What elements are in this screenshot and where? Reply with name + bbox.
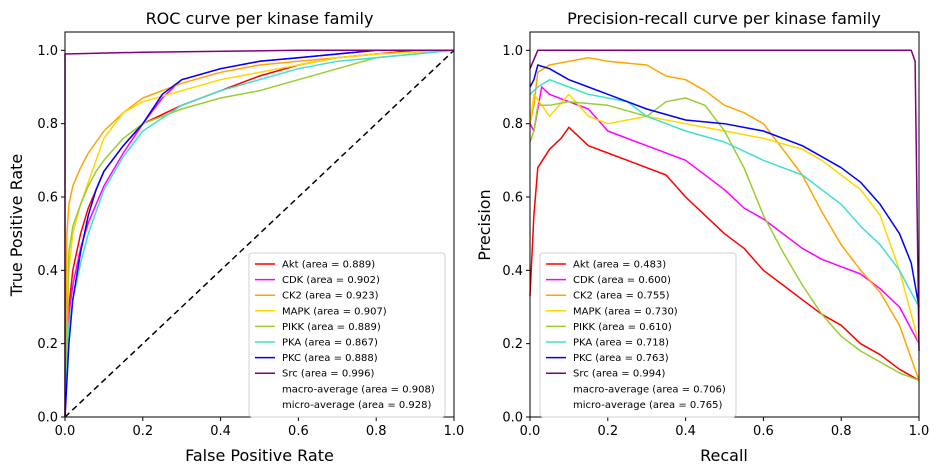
legend-label-pikk: PIKK (area = 0.610) <box>573 322 672 333</box>
series-line-src <box>529 49 920 352</box>
legend-label-ck2: CK2 (area = 0.923) <box>282 291 379 302</box>
y-tick-label: 0.6 <box>37 191 58 206</box>
series-line-cdk <box>529 86 920 345</box>
x-tick-label: 0.0 <box>520 424 541 439</box>
y-tick-label: 0.4 <box>37 264 58 279</box>
legend-label-pikk: PIKK (area = 0.889) <box>282 322 381 333</box>
chance-line <box>64 49 455 418</box>
x-tick-label: 0.2 <box>597 424 618 439</box>
y-tick-label: 0.2 <box>37 337 58 352</box>
roc-legend: Akt (area = 0.889) CDK (area = 0.902) CK2 … <box>248 252 446 418</box>
legend-box <box>248 252 446 418</box>
legend-label-src: Src (area = 0.994) <box>573 369 665 380</box>
legend-label-pkc: PKC (area = 0.888) <box>282 353 378 364</box>
x-tick-label: 1.0 <box>444 424 465 439</box>
roc-chart: ROC curve per kinase family False Positi… <box>7 9 464 465</box>
roc-ylabel: True Positive Rate <box>7 154 26 298</box>
y-tick-label: 0.0 <box>37 411 58 426</box>
series-line-mapk <box>529 93 920 344</box>
x-tick-label: 0.2 <box>132 424 153 439</box>
series-line-pikk <box>529 97 920 382</box>
roc-xlabel: False Positive Rate <box>185 446 334 465</box>
pr-ylabel: Precision <box>475 189 494 260</box>
legend-label-akt: Akt (area = 0.889) <box>282 260 375 271</box>
y-tick-label: 0.6 <box>502 191 523 206</box>
y-tick-label: 0.2 <box>502 337 523 352</box>
roc-plot-area: 0.0 0.2 0.4 0.6 0.8 1.0 0.0 0.2 0.4 0.6 0.8 1.0 <box>37 31 465 439</box>
pr-title: Precision-recall curve per kinase family <box>567 9 881 28</box>
x-tick-label: 0.4 <box>210 424 231 439</box>
legend-label-pka: PKA (area = 0.718) <box>573 338 669 349</box>
x-tick-label: 0.8 <box>831 424 852 439</box>
pr-plot-area: 0.0 0.2 0.4 0.6 0.8 1.0 0.0 0.2 0.4 0.6 0.8 1.0 <box>502 31 930 439</box>
roc-title: ROC curve per kinase family <box>146 9 374 28</box>
y-tick-label: 1.0 <box>502 44 523 59</box>
legend-label-pka: PKA (area = 0.867) <box>282 338 378 349</box>
series-line-pka <box>529 78 920 308</box>
x-tick-label: 0.4 <box>675 424 696 439</box>
x-tick-label: 0.6 <box>288 424 309 439</box>
legend-label-cdk: CDK (area = 0.600) <box>573 275 671 286</box>
series-line-ck2 <box>529 56 920 381</box>
legend-label-pkc: PKC (area = 0.763) <box>573 353 669 364</box>
series-line-pkc <box>64 49 454 418</box>
y-tick-label: 0.8 <box>502 117 523 132</box>
pr-legend: Akt (area = 0.483) CDK (area = 0.600) CK2 … <box>539 252 737 418</box>
legend-label-mapk: MAPK (area = 0.907) <box>282 306 387 317</box>
legend-label-micro-average: micro-average (area = 0.928) <box>282 400 432 411</box>
y-tick-label: 0.8 <box>37 117 58 132</box>
y-tick-label: 0.0 <box>502 411 523 426</box>
legend-label-akt: Akt (area = 0.483) <box>573 260 666 271</box>
series-line-pikk <box>64 49 455 418</box>
legend-label-ck2: CK2 (area = 0.755) <box>573 291 670 302</box>
legend-label-cdk: CDK (area = 0.902) <box>282 275 380 286</box>
series-line-pka <box>64 49 455 418</box>
y-tick-label: 0.4 <box>502 264 523 279</box>
series-line-mapk <box>64 49 455 418</box>
legend-box <box>539 252 737 418</box>
legend-label-src: Src (area = 0.996) <box>282 369 374 380</box>
y-tick-label: 1.0 <box>37 44 58 59</box>
pr-chart: Precision-recall curve per kinase family… <box>475 9 929 465</box>
pr-xlabel: Recall <box>700 446 748 465</box>
series-line-pkc <box>529 64 920 308</box>
x-tick-label: 0.8 <box>366 424 387 439</box>
x-tick-label: 0.6 <box>753 424 774 439</box>
legend-label-macro-average: macro-average (area = 0.908) <box>282 384 435 395</box>
series-line-akt <box>529 126 920 381</box>
legend-label-macro-average: macro-average (area = 0.706) <box>573 384 726 395</box>
x-tick-label: 0.0 <box>55 424 76 439</box>
legend-label-mapk: MAPK (area = 0.730) <box>573 306 678 317</box>
legend-label-micro-average: micro-average (area = 0.765) <box>573 400 723 411</box>
x-tick-label: 1.0 <box>909 424 930 439</box>
